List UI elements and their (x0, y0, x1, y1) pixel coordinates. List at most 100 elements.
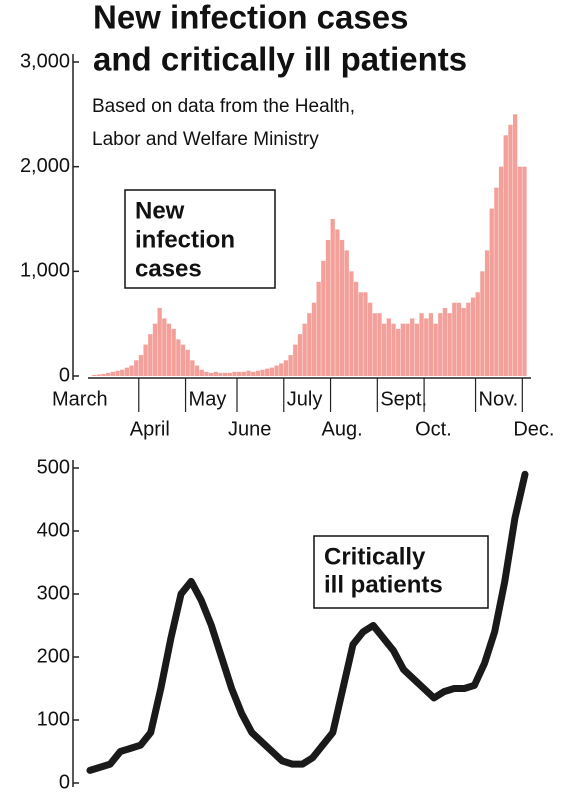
bar (372, 313, 377, 376)
bar (396, 328, 401, 376)
bar (246, 370, 251, 376)
bar (494, 187, 499, 376)
bar (410, 318, 415, 376)
subtitle-line: Labor and Welfare Ministry (92, 129, 319, 150)
bar (382, 323, 387, 376)
bar (204, 371, 209, 376)
y-tick-label: 500 (37, 456, 70, 478)
x-tick-label: March (52, 388, 108, 410)
bar (194, 365, 200, 376)
bar (120, 369, 125, 376)
bar (461, 307, 466, 376)
bar (335, 229, 340, 376)
bar (349, 271, 354, 376)
line-series (86, 470, 529, 774)
bar (428, 313, 434, 376)
bar (475, 292, 480, 376)
bar (157, 307, 162, 376)
bar (124, 367, 130, 376)
bar (489, 208, 494, 376)
title-line: and critically ill patients (93, 41, 467, 78)
bar (433, 323, 438, 376)
bar (508, 124, 513, 376)
x-tick-label: Dec. (513, 418, 554, 440)
annotation-text: cases (135, 255, 202, 282)
bar (213, 371, 218, 376)
bar (438, 313, 443, 376)
bar (307, 313, 312, 376)
bar (503, 135, 508, 376)
y-tick-label: 0 (59, 364, 70, 386)
bar (330, 219, 335, 376)
bar (143, 344, 148, 376)
x-tick-label: Oct. (415, 418, 452, 440)
bar (162, 318, 167, 376)
bar (512, 114, 518, 376)
bar (297, 334, 303, 376)
y-tick-label: 400 (37, 519, 70, 541)
bar (190, 360, 195, 376)
bar (522, 166, 527, 376)
bar (367, 302, 373, 376)
y-tick-label: 100 (37, 708, 70, 730)
x-tick-label: April (130, 418, 170, 440)
bar (171, 328, 176, 376)
bar (110, 371, 116, 376)
bar (344, 250, 349, 376)
bar (424, 318, 429, 376)
bar (498, 166, 504, 376)
x-tick-label: May (189, 388, 227, 410)
bar (480, 271, 485, 376)
bar (227, 372, 232, 376)
bar (260, 369, 265, 376)
bar (129, 365, 134, 376)
subtitle-line: Based on data from the Health, (92, 96, 355, 117)
annotation-text: New (135, 197, 185, 224)
bar (180, 344, 186, 376)
bar (353, 281, 359, 376)
bar (391, 323, 396, 376)
annotation-box (124, 189, 276, 289)
y-tick-label: 200 (37, 645, 70, 667)
bar (419, 313, 424, 376)
bar (405, 323, 410, 376)
bar (470, 297, 476, 376)
bar (321, 260, 326, 376)
bar (134, 360, 139, 376)
bar (358, 292, 363, 376)
annotation-text: Critically (324, 543, 426, 570)
bar (302, 323, 307, 376)
bar (152, 323, 158, 376)
bar (279, 363, 284, 376)
bar (442, 307, 448, 376)
annotation-box (313, 535, 489, 609)
bar (208, 372, 214, 376)
bar (447, 313, 452, 376)
bar (456, 302, 462, 376)
bar (288, 355, 293, 376)
bar (115, 370, 120, 376)
bar (517, 166, 522, 376)
bar (176, 339, 181, 376)
bar (255, 370, 261, 376)
bar (283, 360, 289, 376)
bar (386, 318, 391, 376)
y-tick-label: 3,000 (20, 50, 70, 72)
bar (265, 368, 270, 376)
x-tick-label: Sept. (380, 388, 427, 410)
bar (466, 302, 471, 376)
bar (232, 371, 237, 376)
bar (148, 334, 153, 376)
bar (251, 371, 256, 376)
bar (241, 371, 246, 376)
bar (311, 302, 317, 376)
bar (484, 250, 490, 376)
bar (222, 372, 228, 376)
bar (166, 323, 172, 376)
bar (316, 281, 321, 376)
x-tick-label: Nov. (479, 388, 519, 410)
y-tick-label: 0 (59, 771, 70, 793)
bar (199, 369, 204, 376)
y-tick-label: 300 (37, 582, 70, 604)
